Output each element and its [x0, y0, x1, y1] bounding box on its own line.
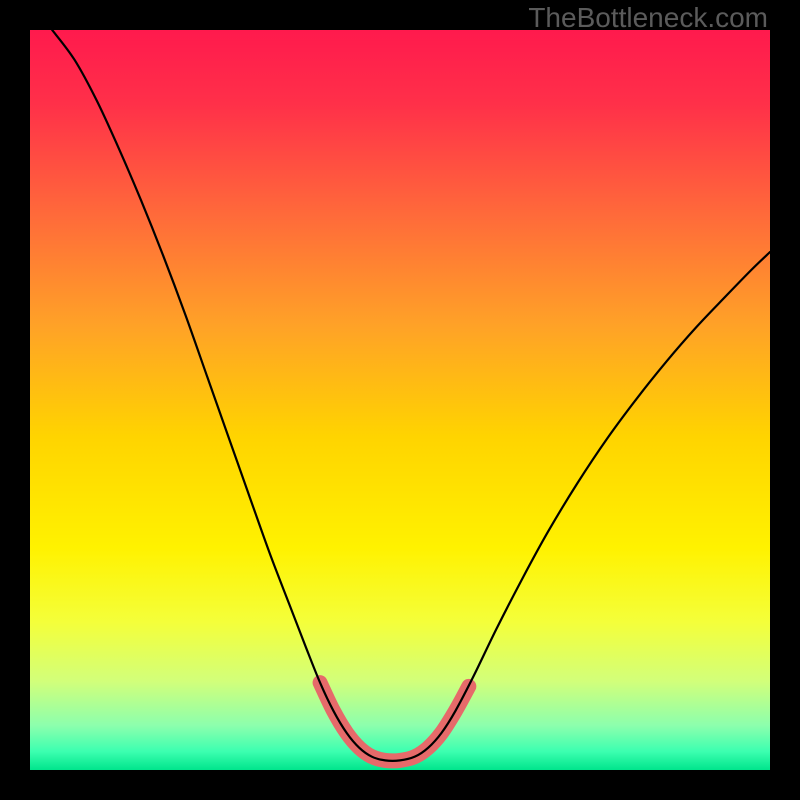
main-curve — [52, 30, 770, 761]
plot-area — [30, 30, 770, 770]
curve-layer — [30, 30, 770, 770]
bottleneck-highlight — [320, 683, 469, 761]
watermark-text: TheBottleneck.com — [528, 2, 768, 34]
chart-container: TheBottleneck.com — [0, 0, 800, 800]
